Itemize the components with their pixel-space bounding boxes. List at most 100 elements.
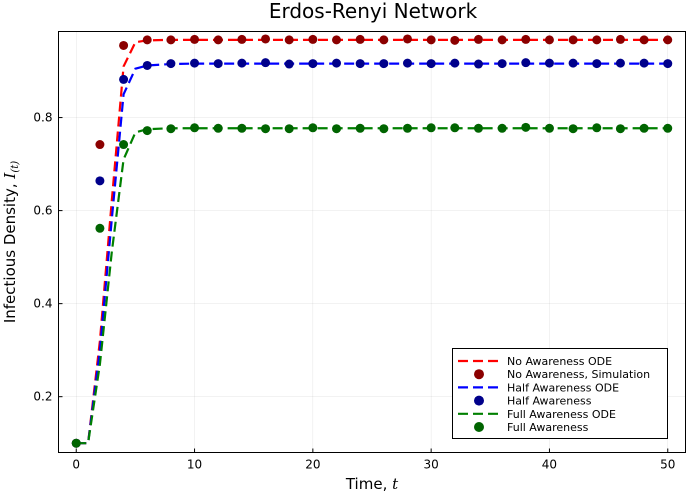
data-point [544, 58, 554, 68]
x-tick-label: 10 [187, 458, 202, 472]
data-point [119, 140, 129, 150]
legend-entry: Full Awareness ODE [458, 408, 616, 421]
legend-label: No Awareness, Simulation [507, 368, 650, 381]
data-point [568, 58, 578, 68]
data-point [473, 34, 483, 44]
legend-swatch-marker [474, 369, 484, 380]
data-point [544, 123, 554, 133]
data-point [332, 58, 342, 68]
data-point [521, 34, 531, 44]
data-point [592, 59, 602, 69]
y-tick-label: 0.4 [33, 297, 52, 311]
legend-label: Half Awareness [507, 395, 592, 408]
data-point [284, 59, 294, 69]
data-point [592, 123, 602, 133]
series-full-awareness-ode [76, 127, 668, 445]
data-point [450, 123, 460, 133]
y-axis-label: Infectious Density, I(t) [1, 161, 21, 323]
data-point [355, 123, 365, 133]
legend-box [452, 348, 668, 439]
data-point [95, 223, 105, 233]
data-point [497, 59, 507, 69]
legend-entry: Half Awareness [474, 395, 592, 408]
y-tick-label: 0.2 [33, 390, 52, 404]
data-point [71, 438, 81, 448]
data-point [473, 59, 483, 69]
y-axis-label-sub: (t) [10, 161, 21, 173]
data-point [261, 124, 271, 134]
data-point [237, 123, 247, 133]
x-tick-label: 50 [660, 458, 675, 472]
data-point [639, 123, 649, 133]
data-point [426, 123, 436, 133]
x-tick-label: 20 [305, 458, 320, 472]
data-point [213, 59, 223, 69]
data-point [402, 34, 412, 44]
data-point [166, 59, 176, 69]
ticks: 0 10 20 30 40 50 0.2 0.4 0.6 0.8 [33, 111, 675, 472]
data-point [166, 35, 176, 45]
data-point [497, 35, 507, 45]
data-point [332, 35, 342, 45]
series-layer [71, 34, 673, 448]
data-point [95, 176, 105, 186]
data-point [142, 126, 152, 136]
data-point [497, 123, 507, 133]
data-point [639, 58, 649, 68]
data-point [95, 140, 105, 150]
data-point [355, 34, 365, 44]
data-point [190, 34, 200, 44]
chart-title: Erdos-Renyi Network [269, 0, 478, 23]
series-full-awareness [71, 122, 673, 448]
data-point [308, 59, 318, 69]
data-point [402, 58, 412, 68]
legend-swatch-marker [474, 395, 484, 406]
data-point [663, 59, 673, 69]
data-point [261, 58, 271, 68]
data-point [592, 35, 602, 45]
data-point [450, 35, 460, 45]
data-point [213, 123, 223, 133]
data-point [544, 35, 554, 45]
data-point [663, 35, 673, 45]
legend-entry: No Awareness, Simulation [474, 368, 650, 381]
legend-entry: Half Awareness ODE [458, 381, 619, 394]
data-point [450, 58, 460, 68]
data-point [663, 123, 673, 133]
data-point [119, 40, 129, 50]
data-point [521, 122, 531, 132]
data-point [426, 59, 436, 69]
data-point [119, 74, 129, 84]
data-point [261, 34, 271, 44]
data-point [615, 124, 625, 134]
data-point [379, 124, 389, 134]
data-point [142, 60, 152, 70]
data-point [237, 34, 247, 44]
data-point [166, 124, 176, 134]
data-point [639, 35, 649, 45]
data-point [402, 123, 412, 133]
data-point [142, 35, 152, 45]
x-axis-label-var: t [392, 475, 399, 493]
y-axis-label-var: I [1, 172, 19, 180]
legend-label: Half Awareness ODE [507, 381, 619, 394]
legend-swatch-marker [474, 422, 484, 432]
data-point [332, 124, 342, 134]
data-point [237, 58, 247, 68]
y-tick-label: 0.6 [33, 204, 52, 218]
y-axis-label-text: Infectious Density, [1, 179, 19, 324]
data-point [615, 58, 625, 68]
x-tick-label: 30 [424, 458, 439, 472]
data-point [355, 59, 365, 69]
legend-entry: No Awareness ODE [458, 355, 612, 368]
data-point [426, 35, 436, 45]
data-point [615, 34, 625, 44]
x-axis-label-text: Time, [345, 475, 392, 493]
x-tick-label: 40 [542, 458, 557, 472]
data-point [190, 58, 200, 68]
data-point [308, 34, 318, 44]
data-point [308, 123, 318, 133]
data-point [190, 123, 200, 133]
